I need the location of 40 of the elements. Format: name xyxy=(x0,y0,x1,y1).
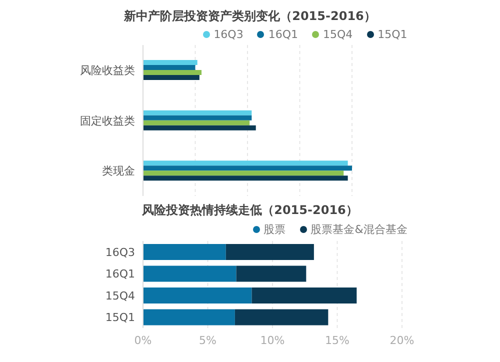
bar xyxy=(143,176,348,181)
legend-label: 16Q1 xyxy=(267,28,298,41)
y-tick-label: 类现金 xyxy=(102,164,135,178)
y-tick-label: 15Q1 xyxy=(105,311,135,324)
x-tick-label: 15% xyxy=(325,334,350,347)
legend-label: 15Q4 xyxy=(322,28,353,41)
y-tick-label: 固定收益类 xyxy=(80,114,135,128)
x-tick-label: 20% xyxy=(390,334,414,347)
bar xyxy=(234,309,328,326)
bar xyxy=(143,170,344,176)
bar xyxy=(143,266,236,282)
bar xyxy=(143,70,202,75)
y-tick-label: 15Q4 xyxy=(105,289,135,302)
bar xyxy=(252,288,357,304)
y-tick-label: 风险收益类 xyxy=(80,64,135,78)
bar xyxy=(143,160,348,166)
legend-label: 15Q1 xyxy=(376,28,408,41)
bar xyxy=(226,244,314,260)
x-tick-label: 5% xyxy=(199,334,216,347)
legend-label: 股票 xyxy=(262,222,286,237)
bar xyxy=(143,75,200,80)
bar xyxy=(143,65,196,70)
legend-label: 股票基金&混合基金 xyxy=(310,222,408,237)
bar xyxy=(143,244,226,260)
bar xyxy=(143,60,198,65)
x-tick-label: 0% xyxy=(134,334,152,347)
bar xyxy=(143,120,250,126)
bar xyxy=(143,166,352,171)
y-tick-label: 16Q1 xyxy=(105,268,135,281)
bar xyxy=(143,110,252,116)
bar xyxy=(143,115,252,120)
bar xyxy=(143,125,256,130)
bar xyxy=(143,288,252,304)
y-tick-label: 16Q3 xyxy=(105,246,135,259)
chart-title: 新中产阶层投资资产类别变化（2015-2016） xyxy=(123,8,377,25)
bar xyxy=(143,309,235,326)
bar xyxy=(236,266,306,282)
legend-label: 16Q3 xyxy=(212,28,244,41)
x-tick-label: 10% xyxy=(260,334,285,347)
chart-title: 风险投资热情持续走低（2015-2016） xyxy=(141,202,359,219)
